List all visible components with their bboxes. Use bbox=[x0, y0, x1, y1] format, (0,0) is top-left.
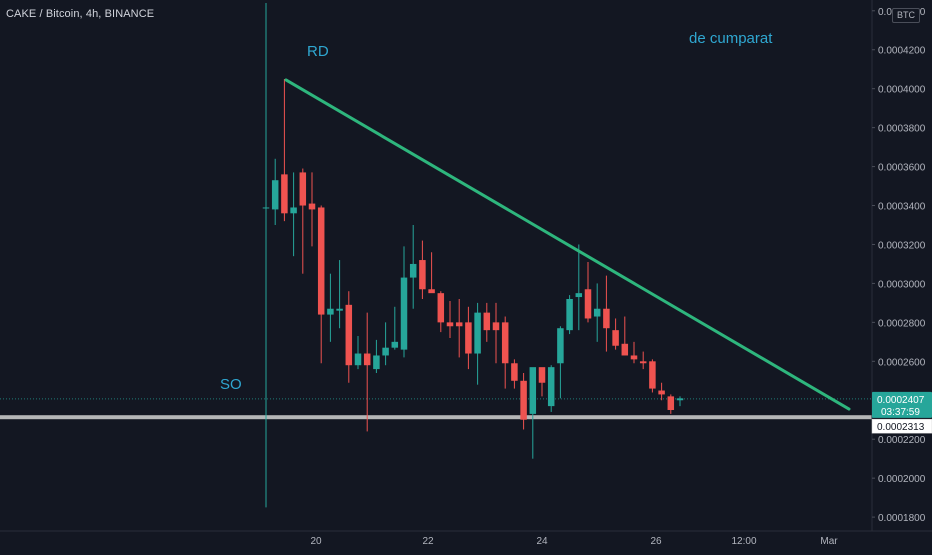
annotation-rd: RD bbox=[307, 43, 329, 60]
candle-body[interactable] bbox=[529, 367, 537, 414]
candle-body[interactable] bbox=[299, 172, 307, 206]
candle-body[interactable] bbox=[281, 174, 288, 214]
candle-body[interactable] bbox=[290, 207, 297, 214]
level-price-label: 0.0002313 bbox=[877, 422, 925, 433]
candle-body[interactable] bbox=[345, 304, 353, 366]
time-tick-label: 24 bbox=[536, 536, 548, 547]
candle-body[interactable] bbox=[520, 380, 527, 420]
candle-body[interactable] bbox=[455, 322, 463, 327]
candle-body[interactable] bbox=[437, 293, 445, 323]
price-tick-label: 0.0003600 bbox=[878, 163, 926, 174]
candle-body[interactable] bbox=[428, 289, 435, 294]
support-level-line[interactable] bbox=[0, 415, 872, 420]
candle-body[interactable] bbox=[271, 180, 279, 210]
price-tick-label: 0.0002800 bbox=[878, 318, 926, 329]
symbol-header: CAKE / Bitcoin, 4h, BINANCE bbox=[6, 8, 155, 20]
time-tick-label: 22 bbox=[422, 536, 434, 547]
price-tick-label: 0.0002200 bbox=[878, 435, 926, 446]
candle-body[interactable] bbox=[474, 312, 481, 354]
candle-body[interactable] bbox=[603, 308, 610, 329]
candle-body[interactable] bbox=[465, 322, 472, 354]
candle-body[interactable] bbox=[483, 312, 491, 331]
currency-unit-badge[interactable]: BTC bbox=[892, 8, 920, 23]
candle-body[interactable] bbox=[612, 330, 619, 346]
time-tick-label: 26 bbox=[650, 536, 662, 547]
candle-body[interactable] bbox=[409, 263, 417, 278]
candle-body[interactable] bbox=[419, 260, 426, 290]
candle-body[interactable] bbox=[262, 207, 270, 209]
price-tick-label: 0.0002000 bbox=[878, 474, 926, 485]
candle-body[interactable] bbox=[593, 308, 601, 317]
candle-body[interactable] bbox=[584, 289, 592, 319]
time-tick-label: Mar bbox=[820, 536, 838, 547]
candle-body[interactable] bbox=[382, 347, 389, 356]
candle-body[interactable] bbox=[327, 308, 334, 315]
candle-body[interactable] bbox=[492, 322, 500, 331]
annotation-de-cumparat: de cumparat bbox=[689, 30, 773, 47]
candle-body[interactable] bbox=[501, 322, 509, 364]
candle-body[interactable] bbox=[621, 343, 629, 356]
price-tick-label: 0.0003800 bbox=[878, 124, 926, 135]
candle-body[interactable] bbox=[667, 396, 675, 410]
candle-body[interactable] bbox=[373, 355, 380, 370]
price-tick-label: 0.0001800 bbox=[878, 513, 926, 524]
candle-body[interactable] bbox=[354, 353, 362, 366]
price-tick-label: 0.0004000 bbox=[878, 85, 926, 96]
candle-body[interactable] bbox=[336, 308, 343, 311]
descending-trendline[interactable] bbox=[284, 78, 851, 411]
countdown-label: 03:37:59 bbox=[881, 407, 920, 418]
candle-body[interactable] bbox=[649, 361, 656, 389]
candle-body[interactable] bbox=[511, 363, 518, 381]
candle-body[interactable] bbox=[575, 293, 583, 298]
candle-body[interactable] bbox=[557, 328, 564, 364]
price-tick-label: 0.0002600 bbox=[878, 357, 926, 368]
candle-body[interactable] bbox=[363, 353, 371, 366]
price-tick-label: 0.0003200 bbox=[878, 240, 926, 251]
annotation-so: SO bbox=[220, 376, 242, 393]
price-tick-label: 0.0003400 bbox=[878, 202, 926, 213]
candle-body[interactable] bbox=[658, 390, 665, 395]
candle-body[interactable] bbox=[547, 367, 555, 407]
last-price-label-box bbox=[872, 391, 932, 418]
candle-body[interactable] bbox=[566, 299, 573, 331]
candle-body[interactable] bbox=[308, 203, 316, 210]
price-tick-label: 0.0003000 bbox=[878, 279, 926, 290]
candle-body[interactable] bbox=[676, 398, 684, 401]
candle-body[interactable] bbox=[317, 207, 325, 315]
level-price-label-box bbox=[871, 418, 932, 434]
candle-body[interactable] bbox=[400, 277, 408, 350]
time-tick-label: 20 bbox=[310, 536, 322, 547]
candle-body[interactable] bbox=[630, 355, 638, 360]
candle-body[interactable] bbox=[446, 322, 454, 327]
price-tick-label: 0.0004200 bbox=[878, 46, 926, 57]
time-tick-label: 12:00 bbox=[731, 536, 756, 547]
candle-body[interactable] bbox=[391, 341, 399, 348]
candle-body[interactable] bbox=[639, 361, 647, 364]
candle-body[interactable] bbox=[538, 367, 546, 383]
last-price-label: 0.0002407 bbox=[877, 395, 925, 406]
